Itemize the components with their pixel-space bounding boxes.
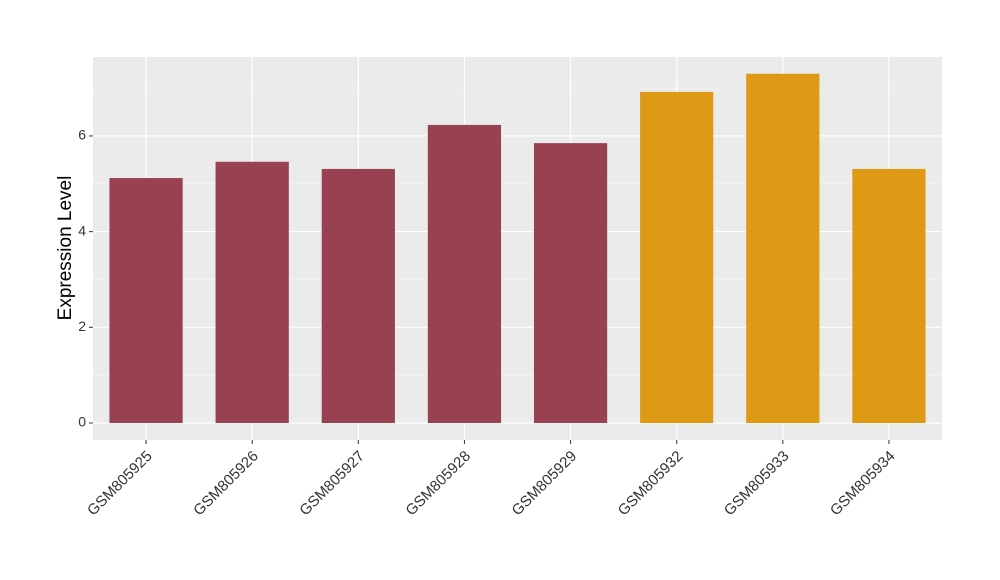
x-tick-label: GSM805925 xyxy=(84,448,156,520)
x-tick-label: GSM805932 xyxy=(615,448,687,520)
bar xyxy=(852,168,926,424)
bar xyxy=(109,178,183,424)
y-axis-title: Expression Level xyxy=(55,176,76,321)
bar xyxy=(533,143,608,424)
x-tick-label: GSM805927 xyxy=(296,448,368,520)
x-tick-label: GSM805933 xyxy=(721,448,793,520)
x-tick-label: GSM805928 xyxy=(402,448,474,520)
y-tick-label: 4 xyxy=(78,222,86,238)
bar xyxy=(640,91,714,424)
y-tick-label: 2 xyxy=(78,318,86,334)
bar xyxy=(427,124,502,424)
y-tick-label: 0 xyxy=(78,414,86,430)
x-tick-label: GSM805926 xyxy=(190,448,262,520)
y-tick-label: 6 xyxy=(78,127,86,143)
bar xyxy=(321,168,395,424)
bar xyxy=(215,161,289,424)
bar xyxy=(746,73,820,424)
x-tick-label: GSM805929 xyxy=(509,448,581,520)
x-tick-label: GSM805934 xyxy=(827,448,899,520)
